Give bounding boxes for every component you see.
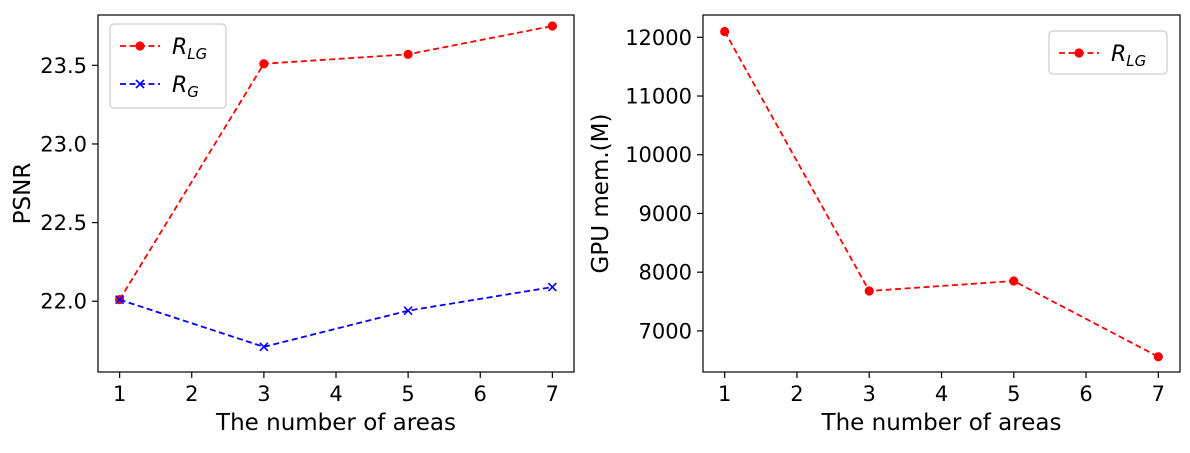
legend-box bbox=[1048, 30, 1168, 75]
y-tick-label: 8000 bbox=[639, 261, 692, 285]
y-tick-label: 7000 bbox=[639, 319, 692, 343]
y-tick-label: 22.5 bbox=[40, 211, 87, 235]
data-point bbox=[1009, 276, 1019, 286]
data-point bbox=[864, 286, 874, 296]
y-tick-label: 12000 bbox=[625, 26, 692, 50]
series-line-r-lg bbox=[118, 25, 553, 301]
y-axis-label: GPU mem.(M) bbox=[588, 114, 614, 274]
data-point bbox=[547, 21, 557, 31]
y-axis-label: PSNR bbox=[10, 163, 36, 225]
series-line-r-g bbox=[119, 286, 553, 348]
data-point bbox=[259, 59, 269, 69]
x-tick-label: 6 bbox=[1079, 382, 1092, 406]
x-tick-label: 7 bbox=[1152, 382, 1165, 406]
y-tick-label: 10000 bbox=[625, 143, 692, 167]
x-tick-label: 3 bbox=[863, 382, 876, 406]
data-point bbox=[1153, 352, 1163, 362]
x-tick-label: 2 bbox=[185, 382, 198, 406]
data-point bbox=[115, 295, 125, 305]
y-tick-label: 11000 bbox=[625, 85, 692, 109]
legend-label: RLG bbox=[172, 35, 207, 63]
data-point bbox=[403, 306, 413, 316]
legend-marker bbox=[135, 41, 145, 51]
legend-box bbox=[109, 23, 227, 109]
x-tick-label: 1 bbox=[718, 382, 731, 406]
legend-label: RG bbox=[172, 73, 199, 101]
data-point bbox=[547, 282, 557, 292]
chart-panel-2: 1 2 3 4 5 6 7 7000 8000 9000 10000 11000 12000 The nu… bbox=[588, 14, 1181, 436]
x-tick-label: 5 bbox=[401, 382, 414, 406]
legend: RLG RG bbox=[109, 23, 227, 109]
y-tick-label: 23.0 bbox=[40, 132, 87, 156]
data-point bbox=[720, 26, 730, 37]
x-tick-label: 4 bbox=[935, 382, 948, 406]
x-tick-label: 4 bbox=[329, 382, 342, 406]
x-tick-label: 3 bbox=[257, 382, 270, 406]
series-line-r-lg bbox=[723, 31, 1159, 358]
legend: RLG bbox=[1048, 30, 1168, 75]
x-axis-label: The number of areas bbox=[821, 410, 1062, 436]
x-tick-label: 7 bbox=[546, 382, 559, 406]
x-axis-label: The number of areas bbox=[215, 410, 456, 436]
data-point bbox=[259, 342, 269, 352]
chart-panel-1: 1 2 3 4 5 6 7 22.0 22.5 23.0 23.5 The number of are… bbox=[10, 14, 575, 436]
data-point bbox=[403, 49, 413, 59]
x-tick-label: 6 bbox=[474, 382, 487, 406]
y-tick-label: 23.5 bbox=[40, 54, 87, 78]
legend-marker bbox=[1074, 48, 1084, 58]
y-tick-label: 22.0 bbox=[40, 290, 87, 314]
legend-marker bbox=[135, 79, 145, 89]
legend-label: RLG bbox=[1111, 42, 1146, 70]
x-tick-label: 1 bbox=[113, 382, 126, 406]
x-tick-label: 5 bbox=[1007, 382, 1020, 406]
y-tick-label: 9000 bbox=[639, 202, 692, 226]
x-tick-label: 2 bbox=[790, 382, 803, 406]
